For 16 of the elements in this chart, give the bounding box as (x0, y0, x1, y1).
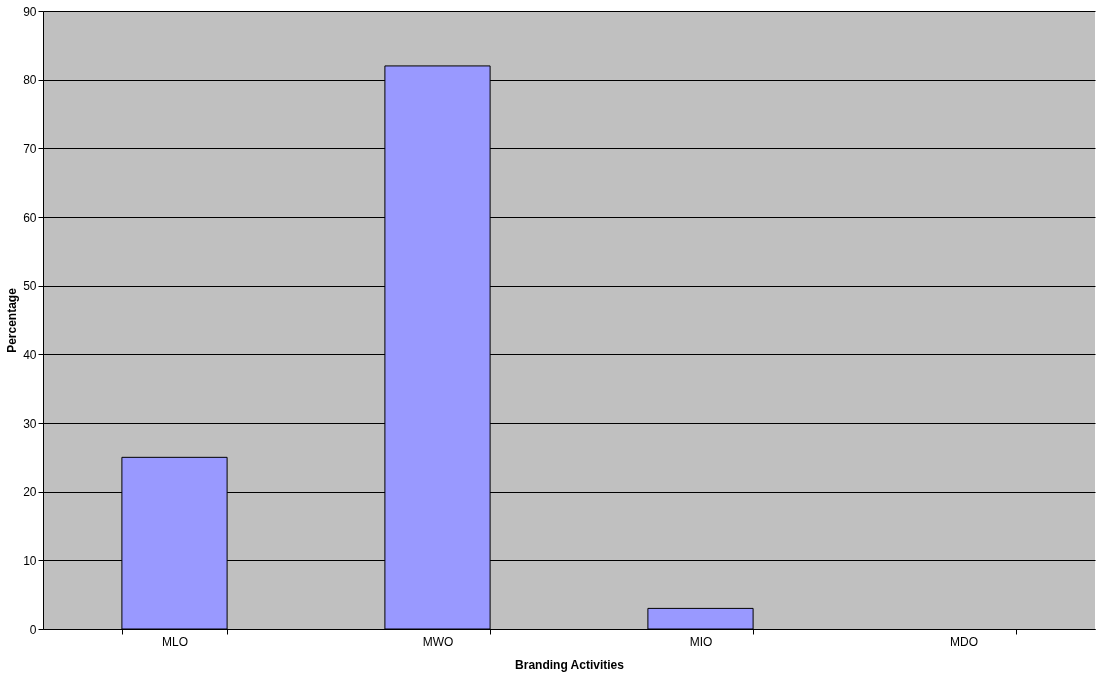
y-tick-label: 10 (23, 553, 37, 568)
y-tick-label: 40 (23, 347, 37, 362)
y-tick-label: 20 (23, 485, 37, 500)
y-tick-label: 30 (23, 416, 37, 431)
y-tick-label: 70 (23, 141, 37, 156)
x-tick-label: MIO (689, 634, 713, 649)
x-tick-label: MWO (422, 634, 454, 649)
y-tick-label: 60 (23, 210, 37, 225)
x-axis-title: Branding Activities (515, 657, 625, 672)
x-tick-label: MDO (950, 634, 978, 649)
y-tick-label: 0 (29, 622, 37, 637)
x-tick-label: MLO (161, 634, 189, 649)
y-axis-title: Percentage (5, 287, 20, 353)
y-tick-label: 50 (23, 279, 37, 294)
y-tick-label: 80 (23, 73, 37, 88)
y-tick-label: 90 (23, 4, 37, 19)
